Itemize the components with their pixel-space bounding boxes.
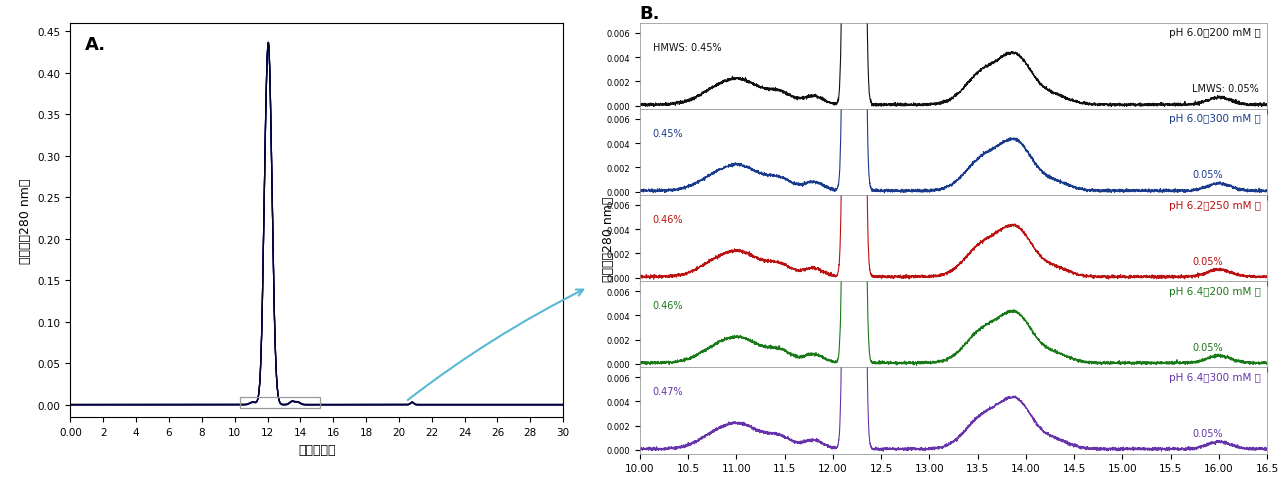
Text: pH 6.4、200 mM 塩: pH 6.4、200 mM 塩 xyxy=(1169,286,1261,296)
Text: pH 6.4、300 mM 塩: pH 6.4、300 mM 塩 xyxy=(1169,372,1261,382)
Text: 0.05%: 0.05% xyxy=(1192,256,1222,266)
Y-axis label: 吸光度（280 nm）: 吸光度（280 nm） xyxy=(19,178,32,264)
Bar xyxy=(239,397,320,408)
Text: 0.05%: 0.05% xyxy=(1192,170,1222,180)
Text: 0.46%: 0.46% xyxy=(653,215,684,225)
Text: A.: A. xyxy=(86,36,106,54)
Text: 0.47%: 0.47% xyxy=(653,386,684,396)
Text: 0.45%: 0.45% xyxy=(653,129,684,139)
Text: 0.05%: 0.05% xyxy=(1192,342,1222,352)
Text: pH 6.0、300 mM 塩: pH 6.0、300 mM 塩 xyxy=(1169,114,1261,124)
Text: pH 6.2、250 mM 塩: pH 6.2、250 mM 塩 xyxy=(1169,200,1261,210)
Text: 吸光度（280 nm）: 吸光度（280 nm） xyxy=(602,196,614,281)
Text: HMWS: 0.45%: HMWS: 0.45% xyxy=(653,43,721,53)
Text: LMWS: 0.05%: LMWS: 0.05% xyxy=(1192,84,1258,94)
Text: B.: B. xyxy=(640,5,660,23)
X-axis label: 時間（分）: 時間（分） xyxy=(298,443,335,456)
Text: 0.46%: 0.46% xyxy=(653,300,684,311)
X-axis label: 時間（分）: 時間（分） xyxy=(934,479,973,480)
Text: pH 6.0、200 mM 塩: pH 6.0、200 mM 塩 xyxy=(1169,28,1261,38)
Text: 0.05%: 0.05% xyxy=(1192,428,1222,438)
